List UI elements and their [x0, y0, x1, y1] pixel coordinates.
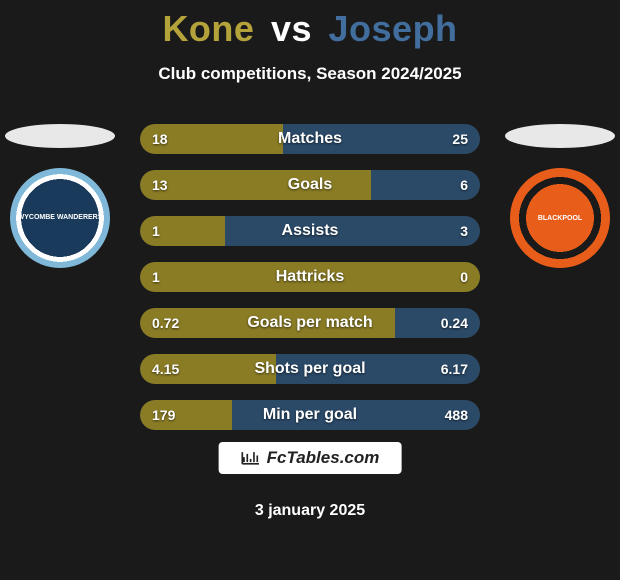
stat-row: 10Hattricks [140, 262, 480, 292]
vs-label: vs [271, 8, 312, 49]
player1-name: Kone [162, 8, 254, 49]
stat-row: 136Goals [140, 170, 480, 200]
branding-text: FcTables.com [267, 448, 380, 468]
stat-row: 1825Matches [140, 124, 480, 154]
stat-label: Goals per match [140, 314, 480, 332]
stat-label: Hattricks [140, 268, 480, 286]
stats-container: 1825Matches 136Goals 13Assists 10Hattricks 0… [140, 124, 480, 430]
stat-label: Shots per goal [140, 360, 480, 378]
stat-label: Assists [140, 222, 480, 240]
player2-name: Joseph [329, 8, 458, 49]
stat-label: Matches [140, 130, 480, 148]
branding-badge[interactable]: FcTables.com [219, 442, 402, 474]
comparison-title: Kone vs Joseph [0, 0, 620, 50]
player2-silhouette [505, 124, 615, 148]
stat-row: 0.720.24Goals per match [140, 308, 480, 338]
date-label: 3 january 2025 [0, 502, 620, 520]
team-right-column: BLACKPOOL [500, 124, 620, 268]
team-left-column: WYCOMBE WANDERERS [0, 124, 120, 268]
team-left-crest: WYCOMBE WANDERERS [10, 168, 110, 268]
team-right-crest-label: BLACKPOOL [538, 215, 582, 222]
player1-silhouette [5, 124, 115, 148]
stat-row: 179488Min per goal [140, 400, 480, 430]
chart-icon [241, 450, 261, 466]
subtitle: Club competitions, Season 2024/2025 [0, 64, 620, 84]
stat-row: 13Assists [140, 216, 480, 246]
team-left-crest-label: WYCOMBE WANDERERS [18, 214, 103, 222]
stat-label: Min per goal [140, 406, 480, 424]
stat-label: Goals [140, 176, 480, 194]
team-right-crest: BLACKPOOL [510, 168, 610, 268]
stat-row: 4.156.17Shots per goal [140, 354, 480, 384]
